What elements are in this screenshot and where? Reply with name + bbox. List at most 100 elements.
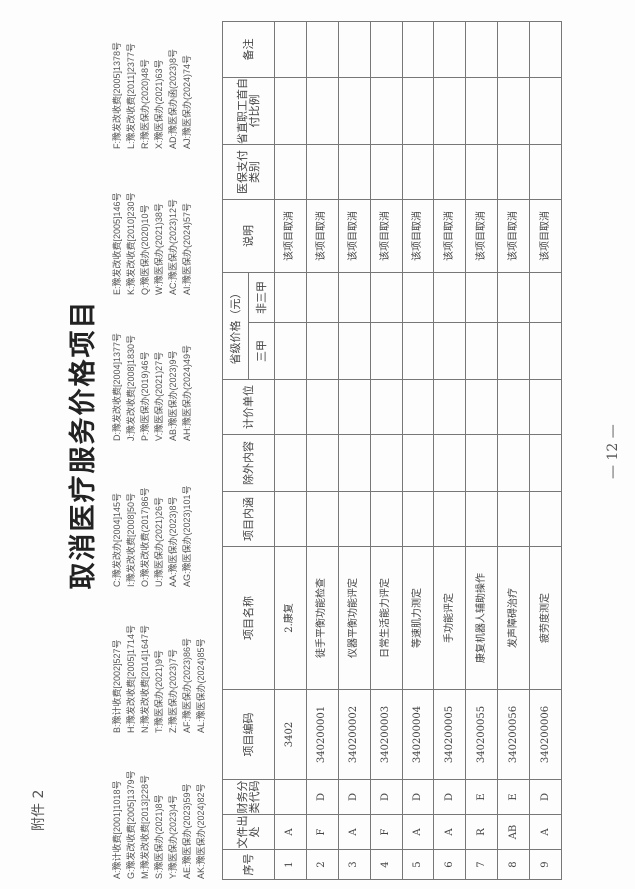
- cell-remark: [433, 21, 466, 78]
- cell-excluded: [497, 434, 530, 492]
- header-non-tier3a: 非三甲: [248, 272, 275, 323]
- legend-entry: M:豫发改收费[2013]228号: [140, 774, 150, 879]
- cell-remark: [529, 21, 562, 78]
- cell-seq: 1: [274, 849, 307, 880]
- cell-code: 340200001: [306, 689, 339, 780]
- cell-non-tier3a: [529, 272, 562, 323]
- cell-name: 日常生活能力评定: [370, 546, 403, 690]
- cell-note: 该项目取消: [433, 199, 466, 273]
- cell-content: [497, 491, 530, 547]
- cell-tier3a: [497, 322, 530, 380]
- cell-seq: 3: [338, 849, 371, 880]
- legend-entry: S:豫医保办(2021)8号: [154, 794, 164, 879]
- cell-non-tier3a: [370, 272, 403, 323]
- cell-unit: [497, 379, 530, 435]
- cell-insurance: [433, 144, 466, 200]
- legend-line: S:豫医保办(2021)8号 T:豫医保办(2021)9号 U:豫医保办(2021)…: [152, 1, 166, 879]
- cell-insurance: [529, 144, 562, 200]
- cell-source: A: [338, 814, 371, 850]
- legend-entry: I:豫发改收费[2008]50号: [126, 492, 136, 587]
- cell-seq: 8: [497, 849, 530, 880]
- cell-finance-code: E: [497, 779, 530, 815]
- cell-code: 340200006: [529, 689, 562, 780]
- cell-code: 340200055: [465, 689, 498, 780]
- cell-content: [338, 491, 371, 547]
- cell-unit: [338, 379, 371, 435]
- cell-content: [529, 491, 562, 547]
- cell-insurance: [306, 144, 339, 200]
- cell-remark: [497, 21, 530, 78]
- cell-finance-code: D: [370, 779, 403, 815]
- legend-entry: AD:豫医保办函(2023)8号: [168, 48, 178, 149]
- cell-unit: [370, 379, 403, 435]
- table-body: 1 A 3402 2.康复 该项目取消 2 F D 340200001 徒手平衡功能检查 该项目取消…: [274, 21, 562, 880]
- cell-code: 340200002: [338, 689, 371, 780]
- legend-entry: N:豫发改收费[2014]1647号: [140, 624, 150, 733]
- cell-seq: 9: [529, 849, 562, 880]
- cell-self-pay: [338, 77, 371, 145]
- table-row: 4 F D 340200003 日常生活能力评定 该项目取消: [370, 21, 403, 880]
- cell-unit: [306, 379, 339, 435]
- header-price: 省级价格（元）: [222, 272, 249, 380]
- cell-source: AB: [497, 814, 530, 850]
- legend-entry: Z:豫医保办(2023)7号: [168, 648, 178, 733]
- legend-entry: O:豫发改收费(2017)86号: [140, 487, 150, 587]
- legend-line: AE:豫医保办(2023)59号 AF:豫医保办(2023)86号 AG:豫医保办(…: [180, 1, 194, 879]
- cell-code: 340200004: [402, 689, 434, 780]
- legend-line: G:豫发改收费[2005]1379号 H:豫发改收费[2005]1714号 I:豫发…: [124, 1, 138, 879]
- cell-content: [306, 491, 339, 547]
- legend-entry: AL:豫医保办(2024)85号: [196, 638, 206, 733]
- cell-excluded: [433, 434, 466, 492]
- cell-note: 该项目取消: [338, 199, 371, 273]
- cell-self-pay: [433, 77, 466, 145]
- legend-line: Y:豫医保办(2023)4号 Z:豫医保办(2023)7号 AA:豫医保办(2023…: [166, 1, 180, 879]
- cell-name: 发声障碍治疗: [497, 546, 530, 690]
- table-row: 1 A 3402 2.康复 该项目取消: [274, 21, 307, 880]
- cell-unit: [274, 379, 307, 435]
- legend-entry: AC:豫医保办(2023)12号: [168, 198, 178, 295]
- cell-name: 疲劳度测定: [529, 546, 562, 690]
- cell-code: 3402: [274, 689, 307, 780]
- legend-entry: B:豫计收费[2002]527号: [112, 639, 122, 733]
- header-unit: 计价单位: [222, 379, 275, 435]
- header-content: 项目内涵: [222, 491, 275, 547]
- cell-name: 等速肌力测定: [402, 546, 434, 690]
- cell-insurance: [338, 144, 371, 200]
- cell-remark: [306, 21, 339, 78]
- cell-finance-code: D: [529, 779, 562, 815]
- cell-finance-code: E: [465, 779, 498, 815]
- cell-source: A: [402, 814, 434, 850]
- legend-entry: V:豫医保办(2021)27号: [154, 351, 164, 441]
- cell-seq: 2: [306, 849, 339, 880]
- cell-source: A: [529, 814, 562, 850]
- cell-finance-code: D: [402, 779, 434, 815]
- legend-entry: AH:豫医保办(2024)49号: [182, 344, 192, 441]
- legend-entry: AK:豫医保办(2024)82号: [196, 783, 206, 879]
- legend-entry: E:豫发改收费[2005]146号: [112, 192, 122, 295]
- cell-excluded: [370, 434, 403, 492]
- cell-insurance: [465, 144, 498, 200]
- cell-note: 该项目取消: [306, 199, 339, 273]
- cell-tier3a: [370, 322, 403, 380]
- legend-entry: AF:豫医保办(2023)86号: [182, 637, 192, 733]
- cell-insurance: [370, 144, 403, 200]
- cell-source: F: [370, 814, 403, 850]
- cell-remark: [465, 21, 498, 78]
- legend-entry: P:豫医保办(2019)46号: [140, 351, 150, 441]
- cell-unit: [529, 379, 562, 435]
- table-row: 7 R E 340200055 康复机器人辅助操作 该项目取消: [465, 21, 498, 880]
- cell-self-pay: [274, 77, 307, 145]
- cell-excluded: [402, 434, 434, 492]
- cell-note: 该项目取消: [370, 199, 403, 273]
- cell-remark: [274, 21, 307, 78]
- legend-entry: K:豫发改收费[2010]230号: [126, 192, 136, 295]
- cell-self-pay: [370, 77, 403, 145]
- cell-non-tier3a: [497, 272, 530, 323]
- cell-code: 340200056: [497, 689, 530, 780]
- header-code: 项目编码: [222, 689, 275, 780]
- header-note: 说明: [222, 199, 275, 273]
- legend-entry: AE:豫医保办(2023)59号: [182, 783, 192, 879]
- table-row: 6 A D 340200005 手功能评定 该项目取消: [433, 21, 466, 880]
- header-insurance: 医保支付类别: [222, 144, 275, 200]
